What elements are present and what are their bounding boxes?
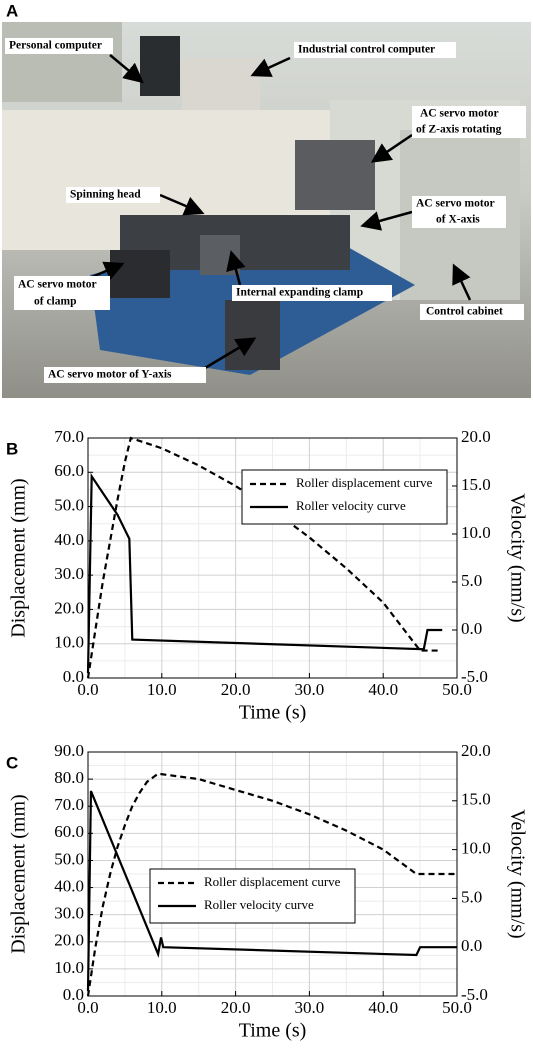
x-tick-label: 50.0	[442, 998, 472, 1017]
y-tick-label: 10.0	[54, 958, 84, 977]
y2-tick-label: 0.0	[461, 936, 482, 955]
photo-annotations	[84, 54, 472, 370]
y2-tick-label: 5.0	[461, 571, 482, 590]
annotation: of X-axis	[436, 214, 480, 226]
y2-tick-label: -5.0	[461, 667, 488, 686]
y-tick-label: 40.0	[54, 530, 84, 549]
y2-tick-label: 15.0	[461, 790, 491, 809]
legend-label: Roller displacement curve	[296, 475, 433, 490]
y2-axis-label: Velocity (mm/s)	[506, 493, 528, 622]
y2-tick-label: 10.0	[461, 523, 491, 542]
x-tick-label: 0.0	[77, 998, 98, 1017]
y-tick-label: 90.0	[54, 741, 84, 760]
x-tick-label: 30.0	[295, 998, 325, 1017]
y2-tick-label: 15.0	[461, 475, 491, 494]
y-tick-label: 50.0	[54, 495, 84, 514]
x-tick-label: 40.0	[368, 998, 398, 1017]
series-line	[86, 772, 457, 997]
y2-tick-label: 20.0	[461, 427, 491, 446]
legend-box	[149, 868, 356, 924]
y2-tick-label: 5.0	[461, 887, 482, 906]
annotation: AC servo motor	[420, 108, 499, 120]
y-tick-label: 0.0	[63, 985, 84, 1004]
series-line	[86, 472, 443, 674]
y-tick-label: 10.0	[54, 633, 84, 652]
y-tick-label: 80.0	[54, 768, 84, 787]
y-tick-label: 40.0	[54, 876, 84, 895]
annotation: Spinning head	[70, 189, 141, 201]
annotation: of Z-axis rotating	[416, 124, 502, 136]
y-axis-label: Displacement (mm)	[8, 794, 30, 953]
y-tick-label: 60.0	[54, 461, 84, 480]
annotation: AC servo motor	[18, 279, 97, 291]
y-tick-label: 20.0	[54, 598, 84, 617]
y-tick-label: 70.0	[54, 795, 84, 814]
y-tick-label: 70.0	[54, 427, 84, 446]
y2-tick-label: -5.0	[461, 985, 488, 1004]
annotation: Control cabinet	[426, 306, 503, 318]
annotation: Personal computer	[9, 40, 102, 52]
x-tick-label: 30.0	[295, 680, 325, 699]
legend-label: Roller velocity curve	[204, 897, 314, 912]
x-tick-label: 10.0	[147, 680, 177, 699]
annotation: AC servo motor	[416, 198, 495, 210]
y-tick-label: 50.0	[54, 849, 84, 868]
annotation: of clamp	[34, 296, 76, 308]
y-tick-label: 30.0	[54, 904, 84, 923]
series-line	[86, 436, 439, 679]
photo-labels: Personal computer Industrial control com…	[5, 38, 526, 383]
legend-box	[241, 469, 448, 525]
panel-label: C	[6, 753, 18, 772]
x-axis-label: Time (s)	[239, 702, 307, 724]
series-line	[86, 790, 457, 992]
plot-frame	[87, 437, 458, 679]
legend-label: Roller velocity curve	[296, 498, 406, 513]
x-tick-label: 40.0	[368, 680, 398, 699]
y-tick-label: 0.0	[63, 667, 84, 686]
annotation: Industrial control computer	[298, 44, 435, 56]
x-tick-label: 0.0	[77, 680, 98, 699]
panel-label: B	[6, 439, 18, 458]
y-tick-label: 60.0	[54, 822, 84, 841]
x-tick-label: 20.0	[221, 680, 251, 699]
y2-tick-label: 0.0	[461, 619, 482, 638]
y2-axis-label: Velocity (mm/s)	[506, 809, 528, 938]
legend-label: Roller displacement curve	[204, 874, 341, 889]
panel-label: A	[6, 1, 18, 20]
x-tick-label: 50.0	[442, 680, 472, 699]
plot-frame	[87, 751, 458, 997]
x-axis-label: Time (s)	[239, 1020, 307, 1042]
annotation: AC servo motor of Y-axis	[48, 369, 172, 381]
x-tick-label: 10.0	[147, 998, 177, 1017]
annotation: Internal expanding clamp	[236, 287, 363, 299]
y-axis-label: Displacement (mm)	[8, 478, 30, 637]
y2-tick-label: 20.0	[461, 741, 491, 760]
x-tick-label: 20.0	[221, 998, 251, 1017]
y-tick-label: 20.0	[54, 931, 84, 950]
y-tick-label: 30.0	[54, 564, 84, 583]
y2-tick-label: 10.0	[461, 839, 491, 858]
